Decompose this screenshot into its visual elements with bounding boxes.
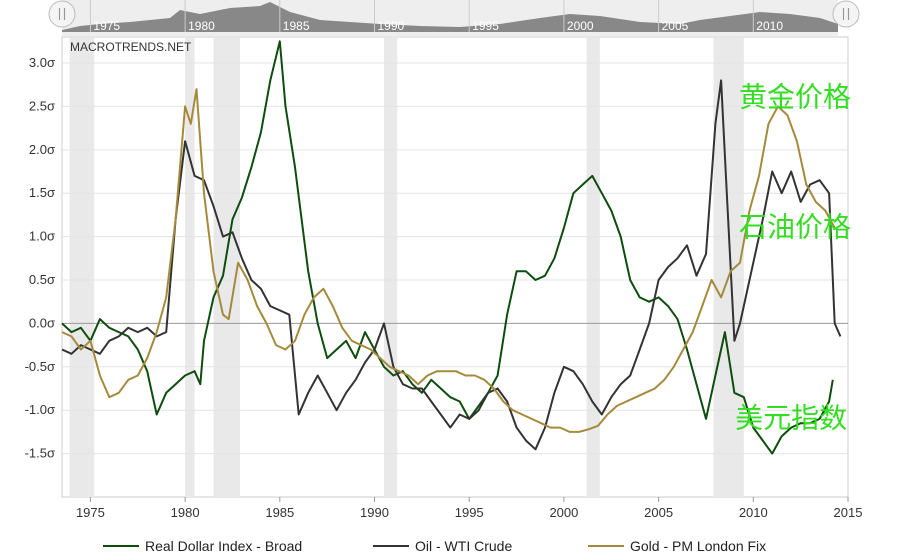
y-tick-label: -1.0σ: [25, 402, 55, 417]
recession-band: [586, 38, 600, 497]
y-tick-label: -0.5σ: [25, 359, 55, 374]
legend-label-0[interactable]: Real Dollar Index - Broad: [145, 538, 302, 554]
x-tick-label: 2010: [739, 505, 768, 520]
annotation-label-1: 石油价格: [739, 211, 851, 244]
navigator-area: [62, 2, 838, 32]
navigator-tick-label: 1990: [378, 19, 405, 33]
navigator-tick-label: 1980: [188, 19, 215, 33]
y-tick-label: 1.0σ: [29, 229, 55, 244]
y-tick-label: 2.0σ: [29, 142, 55, 157]
x-tick-label: 2005: [644, 505, 673, 520]
x-tick-label: 1990: [360, 505, 389, 520]
recession-band: [69, 38, 95, 497]
navigator-tick-label: 2010: [756, 19, 783, 33]
x-tick-label: 1985: [265, 505, 294, 520]
annotation-label-0: 黄金价格: [739, 80, 851, 113]
navigator-tick-label: 2005: [662, 19, 689, 33]
recession-band: [185, 38, 195, 497]
range-navigator[interactable]: 1975 1980 1985 1990 1995 2000 2005 2010: [48, 0, 860, 36]
navigator-tick-label: 1995: [472, 19, 499, 33]
navigator-tick-label: 2000: [567, 19, 594, 33]
annotation-label-2: 美元指数: [735, 402, 847, 435]
legend-label-1[interactable]: Oil - WTI Crude: [415, 538, 512, 554]
series-line-2[interactable]: [61, 88, 836, 433]
y-tick-label: -1.5σ: [25, 446, 55, 461]
x-tick-label: 2015: [834, 505, 863, 520]
legend-label-2[interactable]: Gold - PM London Fix: [630, 538, 766, 554]
x-tick-label: 1995: [455, 505, 484, 520]
right-handle[interactable]: [832, 0, 860, 28]
series-line-0[interactable]: [61, 40, 834, 455]
y-tick-label: 0.0σ: [29, 315, 55, 330]
y-tick-label: 3.0σ: [29, 55, 55, 70]
x-tick-label: 2000: [549, 505, 578, 520]
left-handle[interactable]: [48, 0, 76, 28]
x-tick-label: 1975: [76, 505, 105, 520]
navigator-tick-label: 1975: [93, 19, 120, 33]
brand-label: MACROTRENDS.NET: [70, 40, 192, 54]
recession-band: [213, 38, 241, 497]
series-line-1[interactable]: [61, 79, 842, 451]
recession-band: [713, 38, 744, 497]
y-tick-label: 1.5σ: [29, 185, 55, 200]
y-tick-label: 0.5σ: [29, 272, 55, 287]
recession-band: [383, 38, 398, 497]
navigator-tick-label: 1985: [283, 19, 310, 33]
y-tick-label: 2.5σ: [29, 98, 55, 113]
x-tick-label: 1980: [171, 505, 200, 520]
